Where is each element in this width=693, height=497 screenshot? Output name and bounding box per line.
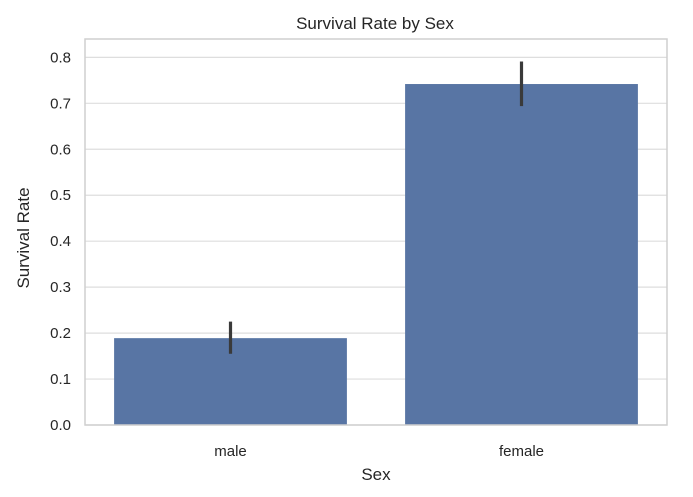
- y-tick-label: 0.2: [50, 325, 71, 342]
- y-tick-labels: 0.0 0.1 0.2 0.3 0.4 0.5 0.6 0.7 0.8: [50, 49, 71, 434]
- chart-title: Survival Rate by Sex: [296, 14, 454, 33]
- x-tick-label-male: male: [214, 443, 247, 460]
- y-tick-label: 0.1: [50, 371, 71, 388]
- plot-frame: [84, 38, 668, 426]
- x-tick-label-female: female: [499, 443, 544, 460]
- y-tick-label: 0.8: [50, 49, 71, 66]
- error-bars: [228, 61, 524, 354]
- x-axis-label: Sex: [361, 465, 391, 484]
- y-tick-label: 0.5: [50, 187, 71, 204]
- y-tick-label: 0.0: [50, 417, 71, 434]
- x-tick-labels: male female: [214, 443, 544, 460]
- y-tick-label: 0.3: [50, 279, 71, 296]
- y-tick-label: 0.6: [50, 141, 71, 158]
- y-tick-label: 0.4: [50, 233, 71, 250]
- y-tick-label: 0.7: [50, 95, 71, 112]
- y-axis-label: Survival Rate: [14, 187, 33, 288]
- bars: [114, 84, 638, 426]
- bar-female: [405, 84, 638, 426]
